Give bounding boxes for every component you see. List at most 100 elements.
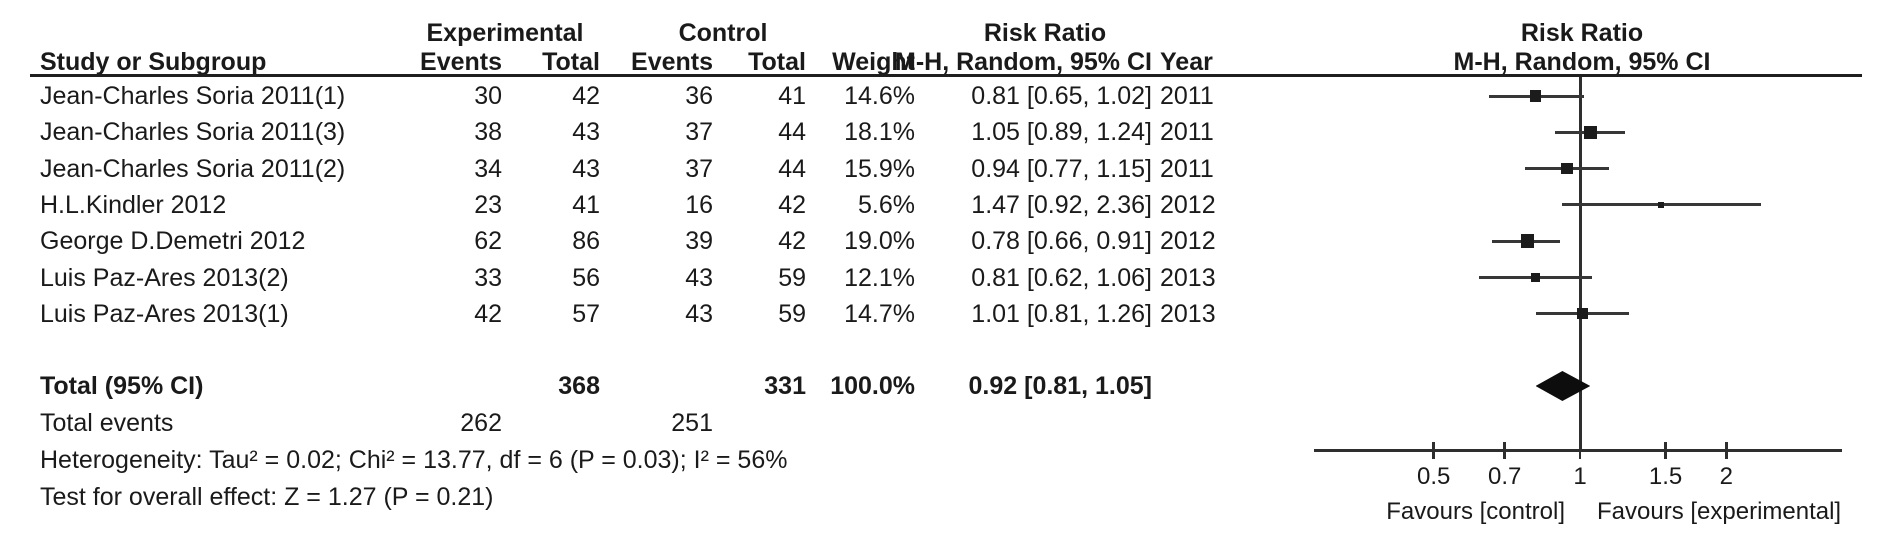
risk-ratio-ci-cell: 1.01 [0.81, 1.26] [971, 299, 1152, 328]
ctrl-total-cell: 42 [778, 190, 806, 219]
axis-tick [1578, 441, 1582, 459]
weight-cell: 5.6% [858, 190, 915, 219]
point-estimate-square [1658, 201, 1665, 208]
exp-total-cell: 42 [572, 82, 600, 110]
x-axis-line [1314, 449, 1842, 452]
risk-ratio-ci-cell: 1.47 [0.92, 2.36] [971, 190, 1152, 219]
year-cell: 2011 [1160, 154, 1214, 183]
col-header-weight: Weight [832, 48, 915, 76]
point-estimate-square [1530, 90, 1542, 102]
col-header-study: Study or Subgroup [40, 48, 267, 76]
ctrl-total-cell: 59 [778, 263, 806, 292]
year-cell: 2012 [1160, 190, 1216, 219]
weight-cell: 18.1% [844, 118, 915, 147]
axis-tick-label: 1.5 [1648, 463, 1683, 490]
axis-tick [1432, 441, 1435, 459]
col-header-exp-events: Events [420, 48, 502, 76]
exp-total-cell: 86 [572, 227, 600, 256]
weight-cell: 14.7% [844, 299, 915, 328]
heterogeneity-stats: Heterogeneity: Tau² = 0.02; Chi² = 13.77… [40, 446, 788, 474]
ctrl-total-cell: 44 [778, 154, 806, 183]
axis-tick-label: 0.5 [1417, 463, 1451, 490]
ctrl-events-cell: 37 [685, 118, 713, 147]
point-estimate-square [1576, 308, 1588, 320]
weight-cell: 12.1% [844, 263, 915, 292]
group-header-risk-ratio-values: Risk Ratio [983, 19, 1107, 47]
year-cell: 2013 [1160, 299, 1216, 328]
total-ctrl-total: 331 [764, 372, 806, 400]
exp-total-cell: 56 [572, 263, 600, 292]
total-exp-total: 368 [558, 372, 600, 400]
ctrl-events-cell: 37 [685, 154, 713, 183]
axis-tick-label: 0.7 [1488, 463, 1522, 490]
axis-tick [1725, 441, 1728, 459]
year-cell: 2012 [1160, 227, 1216, 256]
total-label: Total (95% CI) [40, 372, 204, 400]
total-ci-text: 0.92 [0.81, 1.05] [968, 372, 1152, 400]
axis-tick [1664, 441, 1667, 459]
favours-experimental-label: Favours [experimental] [1597, 498, 1842, 525]
study-name: Luis Paz-Ares 2013(2) [40, 263, 289, 292]
point-estimate-square [1530, 272, 1541, 283]
weight-cell: 14.6% [844, 82, 915, 110]
total-events-exp: 262 [460, 409, 502, 437]
axis-tick-label: 1 [1573, 463, 1587, 490]
study-name: Jean-Charles Soria 2011(2) [40, 154, 346, 183]
study-name: H.L.Kindler 2012 [40, 190, 227, 219]
year-cell: 2011 [1160, 82, 1214, 110]
total-weight: 100.0% [830, 372, 915, 400]
risk-ratio-ci-cell: 1.05 [0.89, 1.24] [971, 118, 1152, 147]
point-estimate-square [1583, 125, 1597, 139]
exp-events-cell: 38 [474, 118, 502, 147]
header-divider-rule [30, 74, 1862, 77]
exp-total-cell: 41 [572, 190, 600, 219]
year-cell: 2011 [1160, 118, 1214, 147]
exp-total-cell: 57 [572, 299, 600, 328]
exp-events-cell: 42 [474, 299, 502, 328]
point-estimate-square [1520, 234, 1535, 248]
study-name: Jean-Charles Soria 2011(1) [40, 82, 346, 110]
col-header-mh-ci-plot: M-H, Random, 95% CI [1453, 48, 1711, 76]
exp-events-cell: 23 [474, 190, 502, 219]
ctrl-events-cell: 43 [685, 299, 713, 328]
ctrl-total-cell: 59 [778, 299, 806, 328]
risk-ratio-ci-cell: 0.94 [0.77, 1.15] [971, 154, 1152, 183]
total-events-label: Total events [40, 409, 174, 437]
overall-effect-test: Test for overall effect: Z = 1.27 (P = 0… [40, 483, 494, 511]
exp-events-cell: 33 [474, 263, 502, 292]
group-header-experimental: Experimental [426, 19, 584, 47]
risk-ratio-ci-cell: 0.81 [0.65, 1.02] [971, 82, 1152, 110]
risk-ratio-ci-cell: 0.78 [0.66, 0.91] [971, 227, 1152, 256]
exp-events-cell: 34 [474, 154, 502, 183]
exp-events-cell: 30 [474, 82, 502, 110]
favours-control-label: Favours [control] [1386, 498, 1565, 525]
col-header-ctrl-total: Total [748, 48, 806, 76]
exp-total-cell: 43 [572, 154, 600, 183]
col-header-year: Year [1160, 48, 1213, 76]
risk-ratio-ci-cell: 0.81 [0.62, 1.06] [971, 263, 1152, 292]
col-header-ctrl-events: Events [631, 48, 713, 76]
ctrl-events-cell: 43 [685, 263, 713, 292]
null-effect-line [1579, 77, 1582, 450]
study-name: Luis Paz-Ares 2013(1) [40, 299, 289, 328]
ctrl-total-cell: 44 [778, 118, 806, 147]
axis-tick [1503, 441, 1506, 459]
exp-events-cell: 62 [474, 227, 502, 256]
weight-cell: 19.0% [844, 227, 915, 256]
group-header-risk-ratio-plot: Risk Ratio [1520, 19, 1644, 47]
total-events-ctrl: 251 [671, 409, 713, 437]
exp-total-cell: 43 [572, 118, 600, 147]
axis-tick-label: 2 [1719, 463, 1733, 490]
study-name: George D.Demetri 2012 [40, 227, 306, 256]
group-header-control: Control [678, 19, 768, 47]
weight-cell: 15.9% [844, 154, 915, 183]
ctrl-events-cell: 39 [685, 227, 713, 256]
ctrl-total-cell: 42 [778, 227, 806, 256]
study-name: Jean-Charles Soria 2011(3) [40, 118, 346, 147]
ctrl-events-cell: 16 [685, 190, 713, 219]
col-header-exp-total: Total [542, 48, 600, 76]
point-estimate-square [1561, 162, 1573, 175]
total-diamond [1535, 371, 1591, 401]
year-cell: 2013 [1160, 263, 1216, 292]
